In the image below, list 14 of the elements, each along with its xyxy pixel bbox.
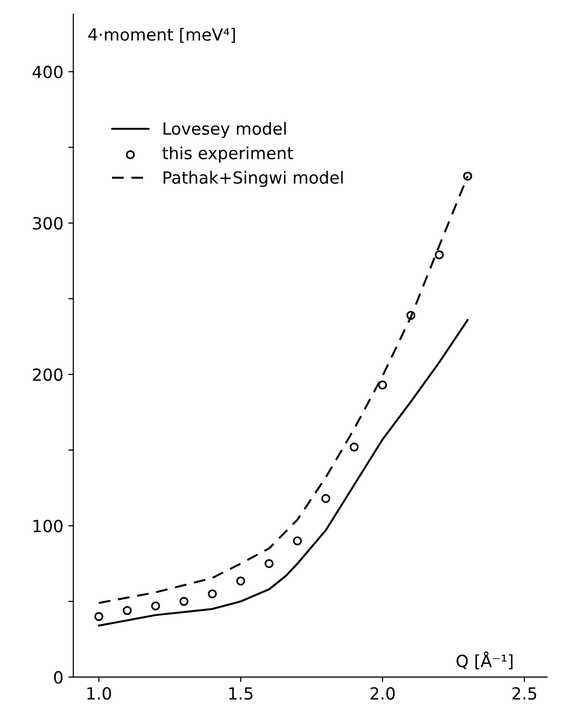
- x-tick-label: 1.0: [87, 687, 111, 700]
- y-axis-title: 4·moment [meV⁴]: [88, 28, 235, 43]
- y-tick-label: 0: [54, 671, 62, 684]
- legend-label: Pathak+Singwi model: [164, 170, 343, 188]
- x-axis-title: Q [Å⁻¹]: [456, 652, 512, 670]
- x-tick-label: 2.5: [512, 687, 536, 700]
- y-tick-label: 400: [32, 66, 62, 78]
- legend-label: this experiment: [162, 146, 294, 163]
- x-tick-label: 2.0: [370, 687, 395, 700]
- y-tick-label: 300: [33, 217, 62, 230]
- legend-label: Lovesey model: [164, 122, 286, 138]
- x-tick-label: 1.5: [229, 687, 252, 700]
- y-tick-label: 100: [34, 520, 62, 532]
- y-tick-label: 200: [33, 368, 62, 381]
